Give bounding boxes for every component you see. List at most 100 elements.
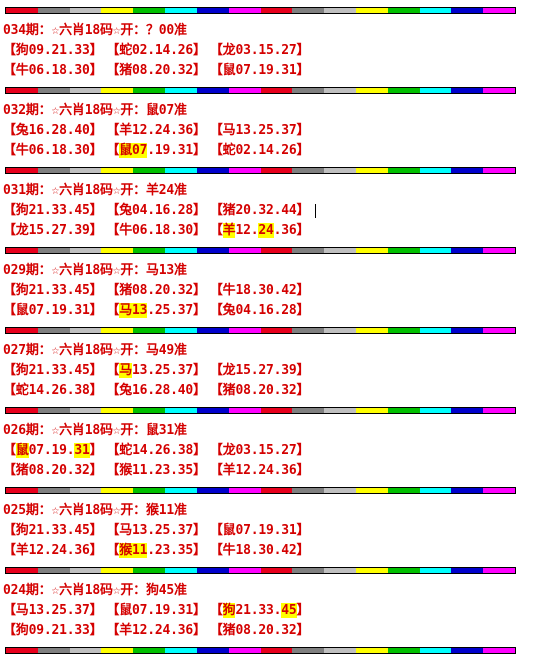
stripe-segment [451, 8, 484, 13]
stripe-segment [37, 648, 70, 653]
zodiac-group: 【龙15.27.39】 [209, 363, 310, 378]
stripe-segment [419, 408, 452, 413]
issue-entry: 025期：☆六肖18码☆开：猴11准 【狗21.33.45】 【马13.25.37】… [0, 487, 533, 560]
stripe-segment [419, 648, 452, 653]
color-stripe-divider [5, 487, 516, 494]
zodiac-group: 【牛06.18.30】 [106, 223, 206, 238]
number-text: .36】 [273, 223, 310, 238]
stripe-segment [419, 168, 452, 173]
stripe-segment [196, 488, 229, 493]
stripe-segment [165, 648, 197, 653]
zodiac-row: 【鼠07.19.31】 【蛇14.26.38】 【龙03.15.27】 [3, 441, 313, 461]
stripe-segment [196, 648, 229, 653]
number-text: 21.33. [235, 603, 282, 618]
winning-highlight: 狗 [222, 603, 236, 618]
zodiac-group: 【猪08.20.32】 [209, 383, 310, 398]
stripe-segment [387, 648, 420, 653]
zodiac-group: 【猪08.20.32】 [106, 283, 206, 298]
issue-entry: 031期：☆六肖18码☆开：羊24准【狗21.33.45】 【兔04.16.28】… [0, 167, 533, 240]
stripe-segment [165, 488, 197, 493]
zodiac-group: 【兔16.28.40】 [3, 123, 103, 138]
zodiac-group: 【羊12.24.36】 [210, 221, 310, 241]
zodiac-group: 【鼠07.19.31】 [106, 603, 206, 618]
stripe-segment [101, 8, 134, 13]
stripe-segment [228, 648, 261, 653]
stripe-segment [355, 168, 388, 173]
stripe-segment [292, 648, 325, 653]
stripe-segment [165, 408, 197, 413]
stripe-segment [165, 248, 197, 253]
winning-number-highlight: 24 [258, 223, 274, 238]
stripe-segment [165, 8, 197, 13]
bracket: 【 [106, 303, 120, 318]
zodiac-group: 【猪08.20.32】 [3, 463, 103, 478]
stripe-segment [6, 248, 38, 253]
stripe-segment [196, 168, 229, 173]
stripe-segment [6, 568, 38, 573]
stripe-segment [419, 328, 452, 333]
issue-entry: 032期：☆六肖18码☆开：鼠07准 【兔16.28.40】 【羊12.24.36】… [0, 87, 533, 160]
stripe-segment [292, 568, 325, 573]
stripe-segment [260, 8, 293, 13]
zodiac-row: 【蛇14.26.38】 【兔16.28.40】 【猪08.20.32】 [3, 381, 313, 401]
stripe-segment [260, 88, 293, 93]
zodiac-group: 【马13.25.37】 [209, 123, 310, 138]
stripe-segment [6, 88, 38, 93]
stripe-segment [228, 168, 261, 173]
stripe-segment [37, 88, 70, 93]
stripe-segment [292, 8, 325, 13]
stripe-segment [483, 88, 515, 93]
stripe-segment [165, 568, 197, 573]
number-text: 13.25.37】 [132, 363, 206, 378]
stripe-segment [324, 328, 356, 333]
stripe-segment [483, 168, 515, 173]
stripe-segment [483, 488, 515, 493]
stripe-segment [101, 408, 134, 413]
stripe-segment [6, 408, 38, 413]
stripe-segment [324, 8, 356, 13]
color-stripe-divider [5, 247, 516, 254]
winning-highlight: 猴11 [119, 543, 148, 558]
zodiac-row: 【狗21.33.45】 【猪08.20.32】 【牛18.30.42】 [3, 281, 313, 301]
stripe-segment [483, 328, 515, 333]
stripe-segment [451, 408, 484, 413]
stripe-segment [69, 248, 102, 253]
stripe-segment [133, 488, 166, 493]
winning-highlight: 马13 [119, 303, 148, 318]
stripe-segment [228, 488, 261, 493]
stripe-segment [69, 648, 102, 653]
stripe-segment [101, 168, 134, 173]
stripe-segment [324, 88, 356, 93]
zodiac-row: 【狗21.33.45】 【马13.25.37】 【龙15.27.39】 [3, 361, 313, 381]
number-text: .25.37】 [147, 303, 206, 318]
zodiac-row: 【狗21.33.45】 【兔04.16.28】 【猪20.32.44】 [3, 201, 317, 221]
zodiac-group: 【马13.25.37】 [106, 361, 206, 381]
stripe-segment [6, 488, 38, 493]
stripe-segment [69, 8, 102, 13]
zodiac-row: 【羊12.24.36】 【猴11.23.35】 【牛18.30.42】 [3, 541, 313, 561]
stripe-segment [37, 248, 70, 253]
zodiac-group: 【蛇14.26.38】 [3, 383, 103, 398]
stripe-segment [419, 568, 452, 573]
zodiac-row: 【牛06.18.30】 【猪08.20.32】 【鼠07.19.31】 [3, 61, 313, 81]
stripe-segment [260, 648, 293, 653]
stripe-segment [101, 648, 134, 653]
stripe-segment [387, 248, 420, 253]
stripe-segment [292, 248, 325, 253]
zodiac-group: 【猴11.23.35】 [106, 541, 206, 561]
stripe-segment [260, 408, 293, 413]
issue-title: 034期：☆六肖18码☆开：？00准 [3, 23, 187, 38]
winning-highlight: 鼠 [15, 443, 29, 458]
stripe-segment [324, 408, 356, 413]
stripe-segment [292, 328, 325, 333]
stripe-segment [419, 88, 452, 93]
color-stripe-divider [5, 327, 516, 334]
stripe-segment [387, 328, 420, 333]
number-text: 07.19. [28, 443, 75, 458]
stripe-segment [69, 168, 102, 173]
zodiac-row: 【龙15.27.39】 【牛06.18.30】 【羊12.24.36】 [3, 221, 313, 241]
zodiac-group: 【龙03.15.27】 [209, 443, 310, 458]
issue-title: 031期：☆六肖18码☆开：羊24准 [3, 183, 187, 198]
stripe-segment [451, 88, 484, 93]
stripe-segment [260, 328, 293, 333]
